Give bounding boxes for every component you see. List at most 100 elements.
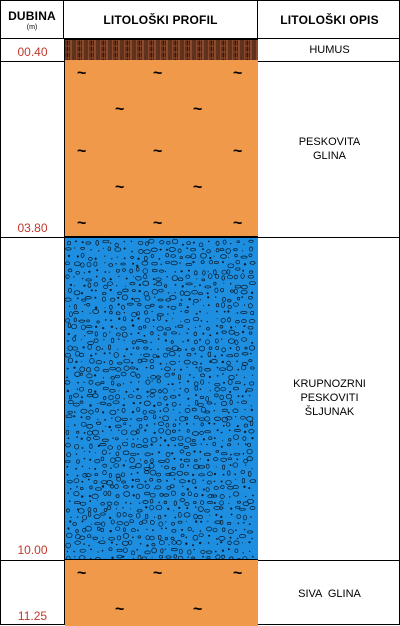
pebble-mark bbox=[185, 349, 187, 351]
pebble-mark bbox=[156, 282, 162, 286]
clay-tilde-icon: ~ bbox=[193, 182, 202, 194]
pebble-mark bbox=[137, 407, 140, 411]
pebble-mark bbox=[186, 537, 188, 539]
pebble-mark bbox=[97, 527, 100, 530]
pebble-mark bbox=[67, 492, 69, 494]
pebble-mark bbox=[178, 394, 180, 396]
pebble-mark bbox=[217, 544, 218, 545]
pebble-mark bbox=[131, 298, 133, 300]
pebble-mark bbox=[138, 303, 141, 306]
pebble-mark bbox=[199, 339, 201, 341]
pebble-mark bbox=[221, 453, 227, 455]
pebble-mark bbox=[88, 271, 90, 273]
pebble-mark bbox=[125, 391, 127, 393]
pebble-mark bbox=[251, 311, 254, 314]
pebble-mark bbox=[236, 260, 240, 264]
pebble-mark bbox=[126, 348, 128, 350]
pebble-mark bbox=[109, 272, 110, 273]
pebble-mark bbox=[173, 424, 176, 427]
pebble-mark bbox=[111, 557, 113, 559]
pebble-mark bbox=[158, 338, 160, 340]
pebble-mark bbox=[68, 255, 70, 257]
clay-tilde-icon: ~ bbox=[153, 146, 162, 158]
pebble-mark bbox=[166, 480, 168, 482]
pebble-mark bbox=[91, 524, 92, 525]
pebble-mark bbox=[228, 548, 230, 550]
pebble-mark bbox=[203, 480, 204, 481]
pebble-mark bbox=[164, 515, 166, 517]
pebble-mark bbox=[207, 459, 209, 461]
pebble-mark bbox=[144, 311, 147, 314]
pebble-mark bbox=[226, 394, 232, 398]
pebble-mark bbox=[89, 410, 94, 414]
pebble-mark bbox=[186, 333, 188, 335]
pebble-mark bbox=[131, 372, 136, 376]
pebble-mark bbox=[65, 381, 70, 385]
pebble-mark bbox=[234, 541, 239, 545]
pebble-mark bbox=[81, 396, 83, 398]
pebble-mark bbox=[153, 415, 156, 419]
pebble-mark bbox=[154, 432, 156, 434]
pebble-mark bbox=[187, 353, 191, 356]
pebble-mark bbox=[149, 239, 154, 243]
pebble-mark bbox=[123, 289, 129, 292]
pebble-mark bbox=[81, 292, 83, 294]
pebble-mark bbox=[199, 542, 201, 544]
pebble-mark bbox=[87, 304, 90, 307]
pebble-mark bbox=[131, 473, 133, 475]
pebble-mark bbox=[235, 340, 238, 344]
pebble-mark bbox=[243, 486, 245, 488]
pebble-mark bbox=[90, 249, 91, 250]
pebble-mark bbox=[67, 551, 68, 552]
pebble-mark bbox=[116, 285, 117, 286]
pebble-mark bbox=[139, 290, 141, 292]
pebble-mark bbox=[223, 382, 225, 384]
description-line: PESKOVITI bbox=[258, 391, 400, 405]
pebble-mark bbox=[248, 304, 252, 308]
pebble-mark bbox=[222, 373, 224, 375]
pebble-mark bbox=[116, 425, 122, 428]
pebble-mark bbox=[66, 443, 71, 447]
pebble-mark bbox=[92, 430, 98, 435]
pebble-mark bbox=[158, 502, 160, 504]
pebble-mark bbox=[109, 426, 111, 428]
pebble-mark bbox=[222, 361, 224, 363]
pebble-mark bbox=[165, 466, 169, 469]
pebble-mark bbox=[68, 323, 71, 328]
pebble-mark bbox=[68, 400, 73, 403]
pebble-mark bbox=[66, 543, 71, 548]
pebble-mark bbox=[199, 474, 205, 476]
clay-tilde-icon: ~ bbox=[233, 146, 242, 158]
pebble-mark bbox=[116, 495, 119, 498]
description-column-header: LITOLOŠKI OPIS bbox=[258, 1, 400, 39]
pebble-mark bbox=[216, 467, 217, 468]
pebble-mark bbox=[96, 361, 102, 364]
pebble-mark bbox=[111, 258, 112, 259]
pebble-mark bbox=[244, 244, 245, 245]
pebble-mark bbox=[249, 282, 255, 285]
pebble-mark bbox=[89, 404, 91, 406]
pebble-mark bbox=[100, 402, 106, 404]
pebble-mark bbox=[201, 356, 203, 358]
pebble-mark bbox=[110, 485, 114, 488]
pebble-mark bbox=[133, 391, 134, 392]
pebble-mark bbox=[105, 426, 106, 427]
layer-humus bbox=[65, 39, 258, 61]
pebble-mark bbox=[130, 418, 131, 419]
pebble-mark bbox=[75, 372, 81, 377]
pebble-mark bbox=[132, 341, 135, 344]
clay-tilde-icon: ~ bbox=[77, 218, 86, 230]
pebble-mark bbox=[188, 405, 189, 406]
pebble-mark bbox=[122, 305, 125, 309]
pebble-mark bbox=[160, 410, 162, 412]
pebble-mark bbox=[234, 429, 240, 431]
pebble-mark bbox=[234, 289, 237, 294]
pebble-mark bbox=[203, 271, 206, 275]
pebble-mark bbox=[130, 508, 131, 509]
pebble-mark bbox=[151, 375, 156, 379]
pebble-mark bbox=[178, 556, 183, 559]
pebble-mark bbox=[172, 318, 173, 319]
pebble-mark bbox=[146, 367, 148, 369]
pebble-mark bbox=[76, 351, 80, 356]
pebble-mark bbox=[76, 453, 77, 454]
